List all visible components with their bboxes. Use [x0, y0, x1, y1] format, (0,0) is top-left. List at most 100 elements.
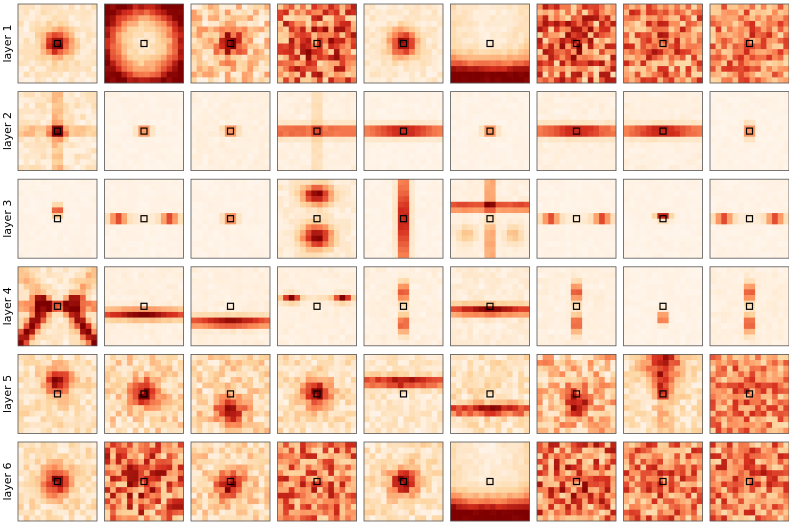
- heatmap-cell: [202, 196, 209, 203]
- panel-frame: [104, 178, 184, 259]
- heatmap-cell: [288, 37, 295, 44]
- heatmap-cell: [426, 207, 433, 214]
- heatmap-cell: [149, 136, 156, 143]
- heatmap-cell: [506, 108, 513, 115]
- heatmap-cell: [403, 49, 410, 56]
- heatmap-cell: [110, 71, 117, 78]
- heatmap-cell: [264, 153, 271, 160]
- heatmap-cell: [224, 66, 231, 73]
- heatmap-cell: [110, 32, 117, 39]
- heatmap-cell: [51, 32, 58, 39]
- heatmap-cell: [576, 252, 583, 259]
- heatmap-cell: [473, 201, 480, 208]
- heatmap-cell: [456, 131, 463, 138]
- heatmap-cell: [224, 164, 231, 171]
- heatmap-cell: [392, 43, 399, 50]
- heatmap-cell: [501, 97, 508, 104]
- row-label: layer 1: [1, 24, 14, 62]
- heatmap-cell: [160, 213, 167, 219]
- heatmap-cell: [629, 37, 636, 44]
- heatmap-cell: [456, 97, 463, 104]
- heatmap-cell: [570, 153, 577, 160]
- heatmap-cell: [783, 164, 789, 171]
- heatmap-cell: [674, 159, 681, 166]
- heatmap-cell: [512, 43, 519, 50]
- heatmap-cell: [674, 49, 681, 56]
- heatmap-cell: [85, 26, 92, 33]
- heatmap-cell: [91, 246, 98, 253]
- heatmap-cell: [537, 218, 543, 225]
- heatmap-cell: [495, 213, 502, 219]
- heatmap-cell: [155, 235, 162, 242]
- heatmap-cell: [230, 20, 237, 27]
- heatmap-cell: [409, 97, 416, 104]
- heatmap-cell: [582, 66, 589, 73]
- heatmap-cell: [599, 32, 606, 39]
- heatmap-cell: [420, 184, 427, 191]
- heatmap-cell: [375, 142, 382, 149]
- heatmap-cell: [305, 91, 312, 98]
- heatmap-cell: [587, 246, 594, 253]
- heatmap-cell: [777, 148, 784, 154]
- heatmap-cell: [132, 49, 139, 56]
- heatmap-cell: [553, 241, 560, 248]
- heatmap-cell: [213, 252, 220, 259]
- heatmap-cell: [191, 179, 197, 186]
- heatmap-cell: [294, 235, 301, 242]
- heatmap-cell: [473, 148, 480, 154]
- heatmap-cell: [668, 71, 675, 78]
- heatmap-cell: [51, 4, 58, 10]
- heatmap-cell: [294, 148, 301, 154]
- heatmap-cell: [40, 229, 47, 236]
- heatmap-cell: [738, 49, 745, 56]
- heatmap-cell: [160, 43, 167, 50]
- heatmap-cell: [247, 153, 254, 160]
- heatmap-cell: [333, 71, 340, 78]
- heatmap-cell: [369, 49, 376, 56]
- heatmap-cell: [610, 43, 617, 50]
- heatmap-cell: [345, 213, 352, 219]
- heatmap-cell: [191, 37, 197, 44]
- heatmap-cell: [537, 153, 543, 160]
- heatmap-cell: [721, 136, 728, 143]
- heatmap-cell: [604, 190, 611, 197]
- heatmap-cell: [85, 49, 92, 56]
- heatmap-cell: [640, 71, 647, 78]
- heatmap-cell: [484, 9, 491, 16]
- heatmap-cell: [501, 229, 508, 236]
- heatmap-cell: [506, 54, 513, 61]
- heatmap-cell: [149, 252, 156, 259]
- heatmap-cell: [160, 246, 167, 253]
- heatmap-cell: [691, 153, 698, 160]
- heatmap-cell: [40, 20, 47, 27]
- heatmap-cell: [403, 252, 410, 259]
- heatmap-cell: [264, 102, 271, 109]
- heatmap-cell: [138, 60, 145, 67]
- heatmap-cell: [196, 15, 203, 22]
- heatmap-cell: [322, 71, 329, 78]
- heatmap-cell: [241, 26, 248, 33]
- heatmap-cell: [277, 246, 284, 253]
- heatmap-cell: [236, 201, 243, 208]
- heatmap-cell: [132, 246, 139, 253]
- heatmap-cell: [219, 136, 226, 143]
- heatmap-cell: [230, 71, 237, 78]
- heatmap-cell: [715, 136, 722, 143]
- heatmap-cell: [213, 26, 220, 33]
- heatmap-cell: [743, 66, 750, 73]
- heatmap-cell: [104, 97, 111, 104]
- heatmap-cell: [127, 235, 134, 242]
- heatmap-cell: [501, 60, 508, 67]
- heatmap-cell: [490, 119, 496, 126]
- heatmap-cell: [283, 218, 290, 225]
- heatmap-cell: [177, 9, 184, 16]
- heatmap-cell: [783, 102, 789, 109]
- heatmap-cell: [23, 190, 30, 197]
- heatmap-cell: [760, 43, 767, 50]
- heatmap-cell: [473, 224, 480, 231]
- heatmap-cell: [537, 159, 543, 166]
- heatmap-cell: [350, 125, 357, 132]
- heatmap-cell: [403, 207, 410, 214]
- heatmap-cell: [18, 241, 24, 248]
- heatmap-cell: [506, 97, 513, 104]
